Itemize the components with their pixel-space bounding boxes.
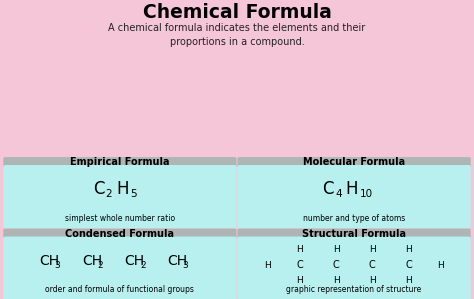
Text: order and formula of functional groups: order and formula of functional groups bbox=[46, 286, 194, 295]
Text: Condensed Formula: Condensed Formula bbox=[65, 229, 174, 239]
Text: CH: CH bbox=[82, 254, 102, 268]
FancyBboxPatch shape bbox=[3, 237, 237, 299]
Text: H: H bbox=[116, 180, 128, 198]
Text: 4: 4 bbox=[335, 189, 342, 199]
Text: A chemical formula indicates the elements and their
proportions in a compound.: A chemical formula indicates the element… bbox=[109, 23, 365, 47]
Text: CH: CH bbox=[39, 254, 59, 268]
Text: H: H bbox=[345, 180, 357, 198]
Text: CH: CH bbox=[125, 254, 145, 268]
Text: H: H bbox=[438, 260, 444, 270]
Text: H: H bbox=[405, 245, 412, 254]
FancyBboxPatch shape bbox=[237, 229, 471, 239]
Text: graphic representation of structure: graphic representation of structure bbox=[286, 286, 422, 295]
Text: Structural Formula: Structural Formula bbox=[302, 229, 406, 239]
Text: Molecular Formula: Molecular Formula bbox=[303, 157, 405, 167]
Text: Empirical Formula: Empirical Formula bbox=[70, 157, 170, 167]
FancyBboxPatch shape bbox=[3, 165, 237, 228]
FancyBboxPatch shape bbox=[3, 157, 237, 167]
Text: C: C bbox=[369, 260, 375, 270]
Text: 10: 10 bbox=[359, 189, 373, 199]
Text: simplest whole number ratio: simplest whole number ratio bbox=[65, 214, 175, 223]
Text: 5: 5 bbox=[130, 189, 137, 199]
Text: H: H bbox=[264, 260, 271, 270]
Text: 2: 2 bbox=[97, 261, 103, 270]
Text: 2: 2 bbox=[106, 189, 112, 199]
Text: Chemical Formula: Chemical Formula bbox=[143, 4, 331, 22]
FancyBboxPatch shape bbox=[237, 157, 471, 167]
Text: H: H bbox=[405, 276, 412, 285]
Text: H: H bbox=[333, 276, 339, 285]
Text: 3: 3 bbox=[182, 261, 188, 270]
Text: H: H bbox=[296, 276, 303, 285]
Text: 3: 3 bbox=[55, 261, 60, 270]
Text: number and type of atoms: number and type of atoms bbox=[303, 214, 405, 223]
Text: C: C bbox=[296, 260, 303, 270]
Text: CH: CH bbox=[167, 254, 187, 268]
Text: H: H bbox=[296, 245, 303, 254]
FancyBboxPatch shape bbox=[3, 229, 237, 239]
Text: H: H bbox=[333, 245, 339, 254]
FancyBboxPatch shape bbox=[237, 237, 471, 299]
Text: 2: 2 bbox=[140, 261, 146, 270]
Text: C: C bbox=[333, 260, 339, 270]
Text: C: C bbox=[405, 260, 412, 270]
Text: H: H bbox=[369, 245, 375, 254]
Text: C: C bbox=[322, 180, 334, 198]
Text: H: H bbox=[369, 276, 375, 285]
Text: C: C bbox=[93, 180, 104, 198]
FancyBboxPatch shape bbox=[237, 165, 471, 228]
